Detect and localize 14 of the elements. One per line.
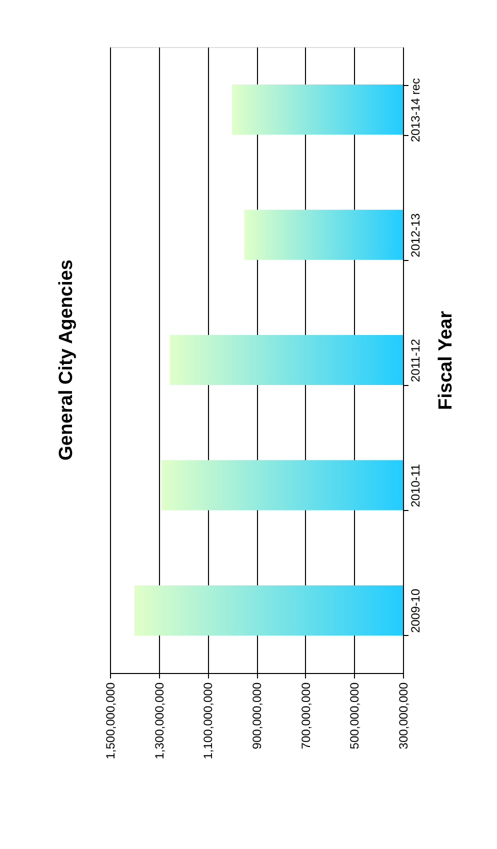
x-tick-label: 700,000,000: [298, 682, 313, 750]
y-tick-label: 2009-10: [408, 588, 422, 633]
y-tick-label: 2010-11: [408, 464, 422, 508]
x-tick-label: 300,000,000: [396, 682, 410, 750]
y-tick-label: 2013-14 rec: [408, 78, 422, 142]
y-tick-label: 2011-12: [408, 338, 422, 382]
y-axis-title: Fiscal Year: [436, 310, 456, 410]
x-tick-label: 900,000,000: [250, 682, 264, 750]
x-tick-label: 1,100,000,000: [201, 682, 216, 760]
x-tick-label: 1,500,000,000: [104, 682, 118, 760]
x-tick-label: 1,300,000,000: [152, 682, 166, 760]
text: General City Agencies: [56, 260, 77, 460]
x-tick-label: 500,000,000: [348, 682, 362, 750]
y-tick-label: 2012-13: [408, 212, 422, 258]
